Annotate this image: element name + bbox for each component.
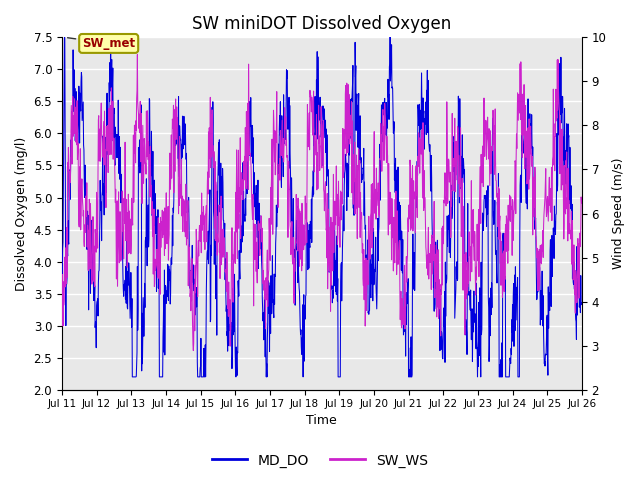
Text: SW_met: SW_met — [68, 37, 135, 50]
Legend: MD_DO, SW_WS: MD_DO, SW_WS — [207, 448, 433, 473]
Y-axis label: Dissolved Oxygen (mg/l): Dissolved Oxygen (mg/l) — [15, 136, 28, 291]
Y-axis label: Wind Speed (m/s): Wind Speed (m/s) — [612, 158, 625, 269]
X-axis label: Time: Time — [307, 414, 337, 427]
Title: SW miniDOT Dissolved Oxygen: SW miniDOT Dissolved Oxygen — [192, 15, 451, 33]
